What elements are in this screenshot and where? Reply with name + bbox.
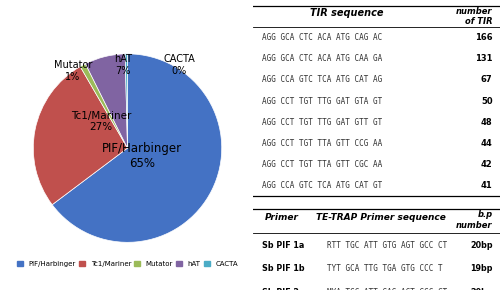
Text: AGG CCT TGT TTG GAT GTA GT: AGG CCT TGT TTG GAT GTA GT	[262, 97, 382, 106]
Text: 42: 42	[481, 160, 492, 169]
Text: number: number	[456, 7, 492, 16]
Wedge shape	[34, 67, 128, 205]
Text: Tc1/Mariner
27%: Tc1/Mariner 27%	[71, 111, 132, 133]
Text: 48: 48	[481, 118, 492, 127]
Text: 20bp: 20bp	[470, 288, 492, 290]
Text: AGG GCA CTC ACA ATG CAA GA: AGG GCA CTC ACA ATG CAA GA	[262, 54, 382, 63]
Text: RTT TGC ATT GTG AGT GCC CT: RTT TGC ATT GTG AGT GCC CT	[327, 240, 447, 250]
Text: of TIR: of TIR	[465, 17, 492, 26]
Text: TE-TRAP Primer sequence: TE-TRAP Primer sequence	[316, 213, 446, 222]
Text: 131: 131	[475, 54, 492, 63]
Text: 166: 166	[475, 33, 492, 42]
Text: AGG CCT TGT TTA GTT CCG AA: AGG CCT TGT TTA GTT CCG AA	[262, 139, 382, 148]
Text: 19bp: 19bp	[470, 264, 492, 273]
Text: AGG CCT TGT TTA GTT CGC AA: AGG CCT TGT TTA GTT CGC AA	[262, 160, 382, 169]
Text: MYA TGC ATT GAG ACT GGC CT: MYA TGC ATT GAG ACT GGC CT	[327, 288, 447, 290]
Text: hAT
7%: hAT 7%	[114, 54, 132, 76]
Legend: PIF/Harbinger, Tc1/Mariner, Mutator, hAT, CACTA: PIF/Harbinger, Tc1/Mariner, Mutator, hAT…	[16, 260, 238, 267]
Wedge shape	[80, 64, 128, 148]
Text: 67: 67	[481, 75, 492, 84]
Text: TIR sequence: TIR sequence	[310, 8, 384, 18]
Text: AGG GCA CTC ACA ATG CAG AC: AGG GCA CTC ACA ATG CAG AC	[262, 33, 382, 42]
Wedge shape	[86, 54, 128, 148]
Text: AGG CCA GTC TCA ATG CAT GT: AGG CCA GTC TCA ATG CAT GT	[262, 181, 382, 190]
Text: Sb PIF 1a: Sb PIF 1a	[262, 240, 305, 250]
Text: number: number	[456, 221, 492, 230]
Text: AGG CCT TGT TTG GAT GTT GT: AGG CCT TGT TTG GAT GTT GT	[262, 118, 382, 127]
Text: Mutator
1%: Mutator 1%	[54, 60, 92, 81]
Text: 20bp: 20bp	[470, 240, 492, 250]
Text: b.p: b.p	[478, 210, 492, 219]
Text: AGG CCA GTC TCA ATG CAT AG: AGG CCA GTC TCA ATG CAT AG	[262, 75, 382, 84]
Text: Sb PIF 1b: Sb PIF 1b	[262, 264, 305, 273]
Text: 44: 44	[481, 139, 492, 148]
Text: PIF/Harbinger
65%: PIF/Harbinger 65%	[102, 142, 182, 170]
Text: 50: 50	[481, 97, 492, 106]
Wedge shape	[125, 54, 128, 148]
Wedge shape	[52, 54, 222, 242]
Text: Sb PIF 2: Sb PIF 2	[262, 288, 300, 290]
Text: 41: 41	[481, 181, 492, 190]
Text: Primer: Primer	[265, 213, 299, 222]
Text: CACTA
0%: CACTA 0%	[164, 54, 195, 76]
Text: TYT GCA TTG TGA GTG CCC T: TYT GCA TTG TGA GTG CCC T	[327, 264, 442, 273]
